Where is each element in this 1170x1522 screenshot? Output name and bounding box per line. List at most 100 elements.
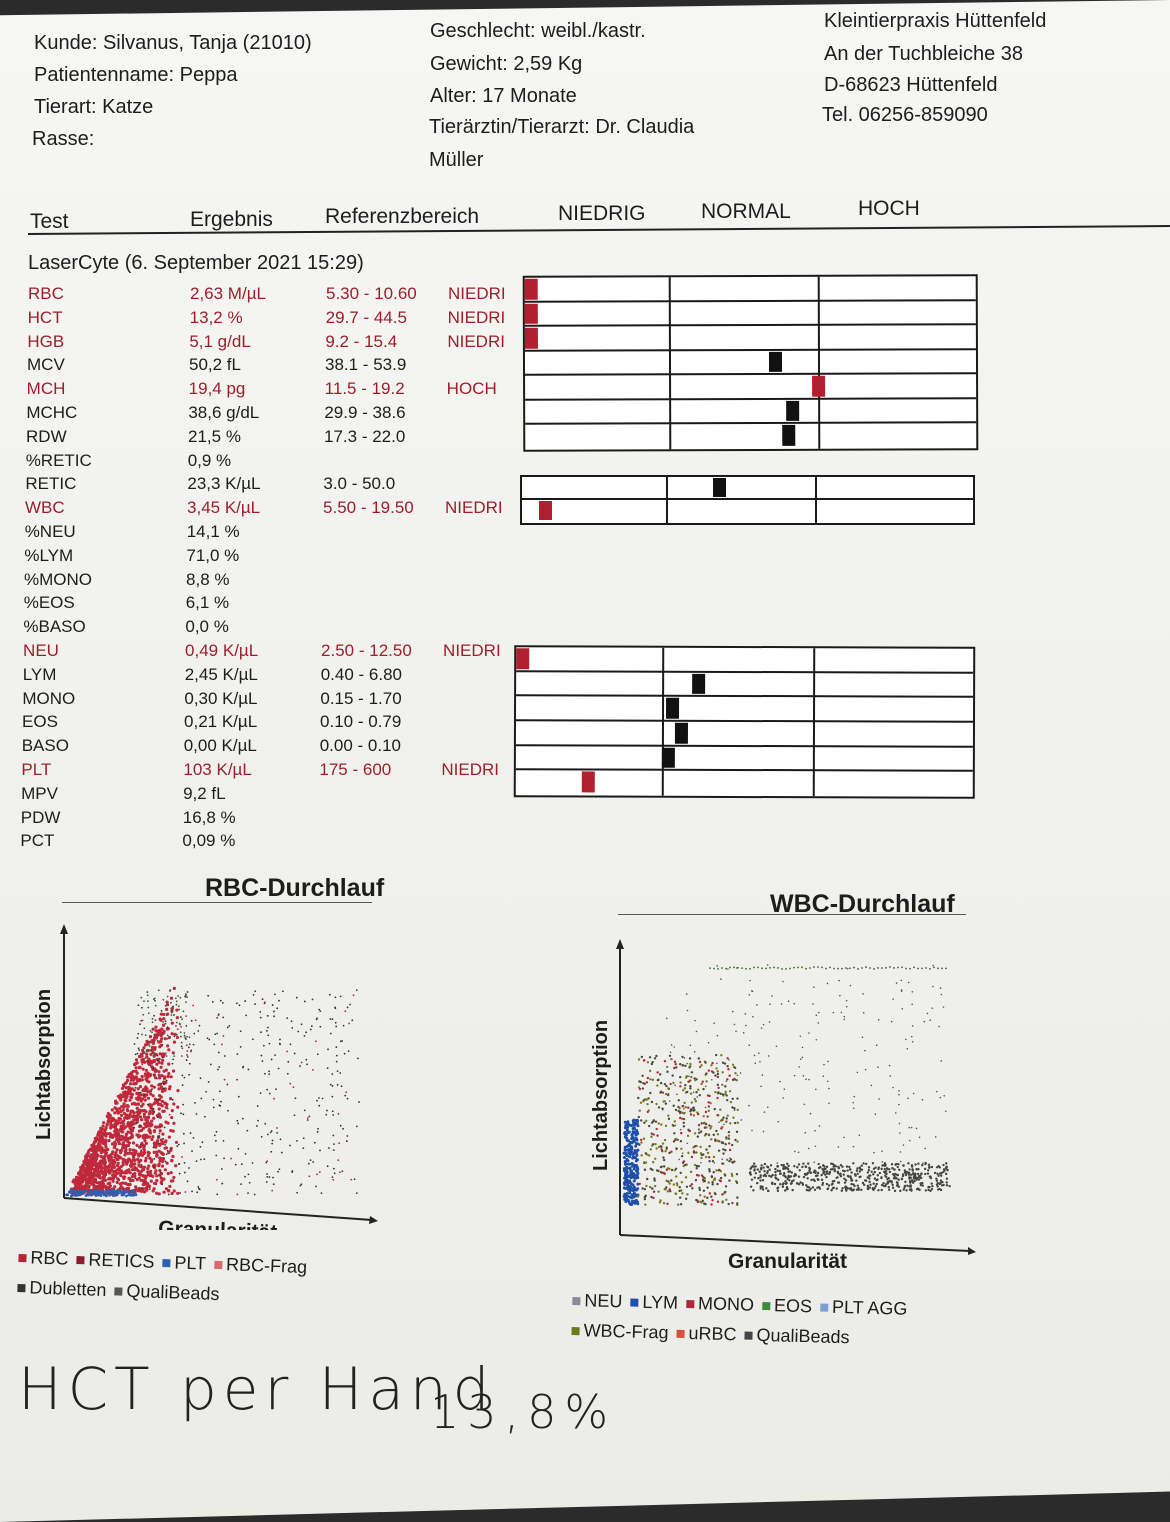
- row-retic-result: 23,3 K/µL: [187, 474, 261, 494]
- bar-marker: [812, 376, 826, 397]
- patient-name: Patientenname: Peppa: [34, 64, 238, 86]
- row-neu-flag: NIEDRI: [443, 641, 501, 660]
- bar-marker: [665, 698, 680, 719]
- legend-item: RBC-Frag: [213, 1249, 308, 1282]
- row-retic-test: RETIC: [25, 474, 77, 494]
- row-retic-range: 3.0 - 50.0: [323, 474, 396, 494]
- bar-row: [525, 424, 976, 450]
- row-pct-test: PCT: [20, 831, 55, 851]
- row-neu-test: NEU: [23, 641, 59, 660]
- legend-item: RBC: [18, 1242, 69, 1274]
- row-mcv-result: 50,2 fL: [189, 355, 241, 375]
- legend-item: NEU: [572, 1285, 623, 1316]
- col-high: HOCH: [858, 197, 920, 220]
- practice-city: D-68623 Hüttenfeld: [824, 74, 998, 96]
- row-mch-range: 11.5 - 19.2: [324, 379, 405, 399]
- row-plt-range: 175 - 600: [319, 760, 392, 779]
- row-plt-flag: NIEDRI: [441, 760, 500, 779]
- practice-street: An der Tuchbleiche 38: [824, 43, 1024, 65]
- bar-row: [515, 721, 973, 748]
- rbc-scatter-dots: [65, 986, 360, 1198]
- row-mchc-range: 29.9 - 38.6: [324, 403, 406, 422]
- row-lym-test: LYM: [22, 664, 57, 684]
- wbc-legend: NEU LYM MONO EOS PLT AGG WBC-Frag uRBC QualiBea…: [571, 1285, 972, 1355]
- row-eos-range: 0.10 - 0.79: [320, 712, 402, 732]
- legend-item: RETICS: [76, 1244, 155, 1277]
- row-hct-range: 29.7 - 44.5: [325, 307, 407, 327]
- row-rdw-result: 21,5 %: [188, 426, 241, 446]
- legend-swatch: [571, 1327, 580, 1336]
- row-pct-result: 0,09 %: [182, 831, 236, 851]
- row-mono-test: MONO: [22, 688, 76, 708]
- bar-row: [515, 745, 973, 773]
- row-hgb-range: 9.2 - 15.4: [325, 331, 398, 351]
- row-wbc-flag: NIEDRI: [445, 498, 503, 518]
- bar-marker: [674, 722, 688, 744]
- rbc-scatter-plot: Lichtabsorption Granularität: [33, 924, 378, 1230]
- legend-item: QualiBeads: [114, 1275, 220, 1309]
- legend-swatch: [676, 1329, 685, 1339]
- legend-label: PLT AGG: [831, 1296, 908, 1319]
- row-pct-eos-result: 6,1 %: [185, 593, 230, 613]
- row-rdw-test: RDW: [26, 426, 67, 446]
- wbc-scatter-plot: Lichtabsorption: [590, 939, 976, 1255]
- legend-swatch: [630, 1298, 639, 1307]
- row-plt-result: 103 K/µL: [183, 760, 252, 779]
- bar-divider: [666, 477, 669, 523]
- row-baso-result: 0,00 K/µL: [183, 736, 257, 756]
- row-mono-range: 0.15 - 1.70: [320, 688, 402, 708]
- row-pct-baso-result: 0,0 %: [185, 617, 229, 637]
- row-pct-eos-test: %EOS: [23, 593, 75, 613]
- col-result: Ergebnis: [190, 208, 273, 231]
- row-rbc-test: RBC: [28, 284, 64, 303]
- run-title: LaserCyte (6. September 2021 15:29): [28, 252, 364, 274]
- row-lym-range: 0.40 - 6.80: [320, 664, 402, 684]
- bar-group-rbc: [522, 274, 979, 452]
- col-reference: Referenzbereich: [325, 205, 480, 228]
- row-neu-range: 2.50 - 12.50: [321, 641, 412, 660]
- bar-marker: [524, 303, 538, 324]
- legend-label: uRBC: [688, 1323, 737, 1345]
- row-pdw-result: 16,8 %: [182, 807, 236, 827]
- row-baso-range: 0.00 - 0.10: [319, 736, 401, 756]
- legend-item: EOS: [761, 1290, 813, 1321]
- row-pct-mono-test: %MONO: [24, 569, 93, 589]
- col-normal: NORMAL: [701, 200, 791, 223]
- bar-marker: [516, 648, 530, 669]
- row-hct-flag: NIEDRI: [447, 307, 506, 327]
- row-wbc-range: 5.50 - 19.50: [323, 498, 414, 518]
- wbc-scatter-dots: [622, 964, 951, 1207]
- practice-name: Kleintierpraxis Hüttenfeld: [824, 10, 1047, 32]
- row-hct-result: 13,2 %: [189, 307, 243, 327]
- legend-label: RBC: [30, 1247, 69, 1269]
- legend-swatch: [761, 1302, 771, 1311]
- legend-item: PLT: [162, 1247, 207, 1279]
- legend-item: PLT AGG: [819, 1291, 908, 1323]
- row-hgb-test: HGB: [27, 331, 65, 351]
- legend-swatch: [744, 1331, 753, 1340]
- row-eos-result: 0,21 K/µL: [184, 712, 258, 732]
- legend-swatch: [76, 1256, 85, 1265]
- sex: Geschlecht: weibl./kastr.: [430, 20, 646, 42]
- bar-row: [524, 300, 976, 327]
- legend-item: Dubletten: [17, 1272, 107, 1305]
- rbc-y-arrow: [60, 924, 68, 934]
- row-pct-neu-result: 14,1 %: [186, 522, 240, 541]
- bar-divider: [815, 477, 818, 523]
- row-mch-flag: HOCH: [446, 379, 497, 399]
- animal-species: Tierart: Katze: [34, 96, 154, 118]
- legend-label: RETICS: [88, 1249, 155, 1272]
- row-pct-lym-test: %LYM: [24, 545, 74, 565]
- wbc-plot-title: WBC-Durchlauf: [770, 890, 955, 918]
- legend-label: EOS: [773, 1295, 813, 1317]
- age: Alter: 17 Monate: [430, 85, 577, 107]
- vet-name-line2: Müller: [429, 149, 484, 171]
- legend-swatch: [18, 1254, 27, 1263]
- wbc-x-arrow: [968, 1247, 976, 1255]
- practice-phone: Tel. 06256-859090: [822, 104, 988, 126]
- legend-item: uRBC: [676, 1318, 737, 1350]
- bar-marker: [524, 327, 538, 349]
- row-mch-test: MCH: [26, 379, 66, 399]
- row-pct-retic-result: 0,9 %: [187, 450, 232, 470]
- bar-marker: [781, 425, 795, 446]
